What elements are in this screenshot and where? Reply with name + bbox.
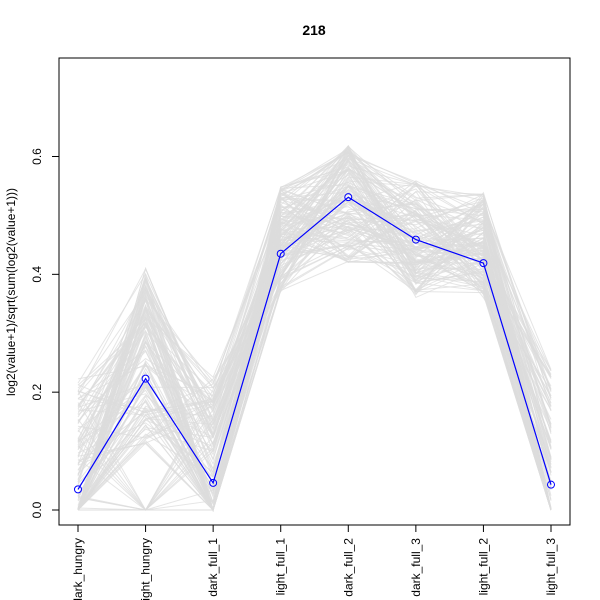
y-tick-label: 0.4 [30,266,44,283]
background-series-line [77,147,552,512]
background-series-line [77,146,552,512]
series-point [276,249,285,258]
x-tick-label: light_full_3 [544,538,558,596]
background-series-line [78,172,552,511]
series-point [411,235,420,244]
background-series-line [77,191,552,511]
background-series-line [77,208,552,511]
x-tick-label: dark_full_1 [206,538,220,597]
background-series-line [77,217,552,511]
y-tick-label: 0.6 [30,148,44,165]
background-series-line [77,146,552,457]
background-series-line [77,232,552,512]
background-series-line [77,196,552,511]
x-tick-label: dark_full_3 [409,538,423,597]
background-series-line [77,219,552,511]
series-point [74,485,82,494]
background-series-line [77,239,552,512]
background-series-line [77,190,552,512]
background-series-line [77,144,552,512]
x-tick-label: dark_hungry [71,538,85,600]
background-series-line [77,178,552,511]
x-tick-label: light_hungry [139,538,153,600]
x-axis: dark_hungry light_hungry dark_full_1 light_… [71,524,558,600]
series-line [77,196,552,490]
series-point [479,259,488,268]
background-series-line [77,186,552,511]
y-tick-label: 0.2 [30,384,44,401]
x-tick-label: dark_full_2 [341,538,355,597]
series-point [141,374,150,383]
background-lines [77,144,552,512]
series-point [209,478,218,487]
series-point [547,480,555,489]
background-series-line [77,164,552,512]
background-series-line [77,221,552,511]
chart-title: 218 [302,22,326,38]
background-series-line [77,240,552,511]
highlight-series [74,193,555,494]
y-axis-title: log2(value+1)/sqrt(sum(log2(value+1))) [4,188,18,396]
background-series-line [77,215,552,511]
x-tick-label: light_full_2 [476,538,490,596]
x-tick-label: light_full_1 [274,538,288,596]
background-series-line [77,214,552,512]
y-tick-label: 0.0 [30,501,44,518]
background-series-line [77,174,552,512]
series-point [344,193,353,202]
background-series-line [77,201,552,512]
y-axis: 0.0 0.2 0.4 0.6 [30,148,60,518]
